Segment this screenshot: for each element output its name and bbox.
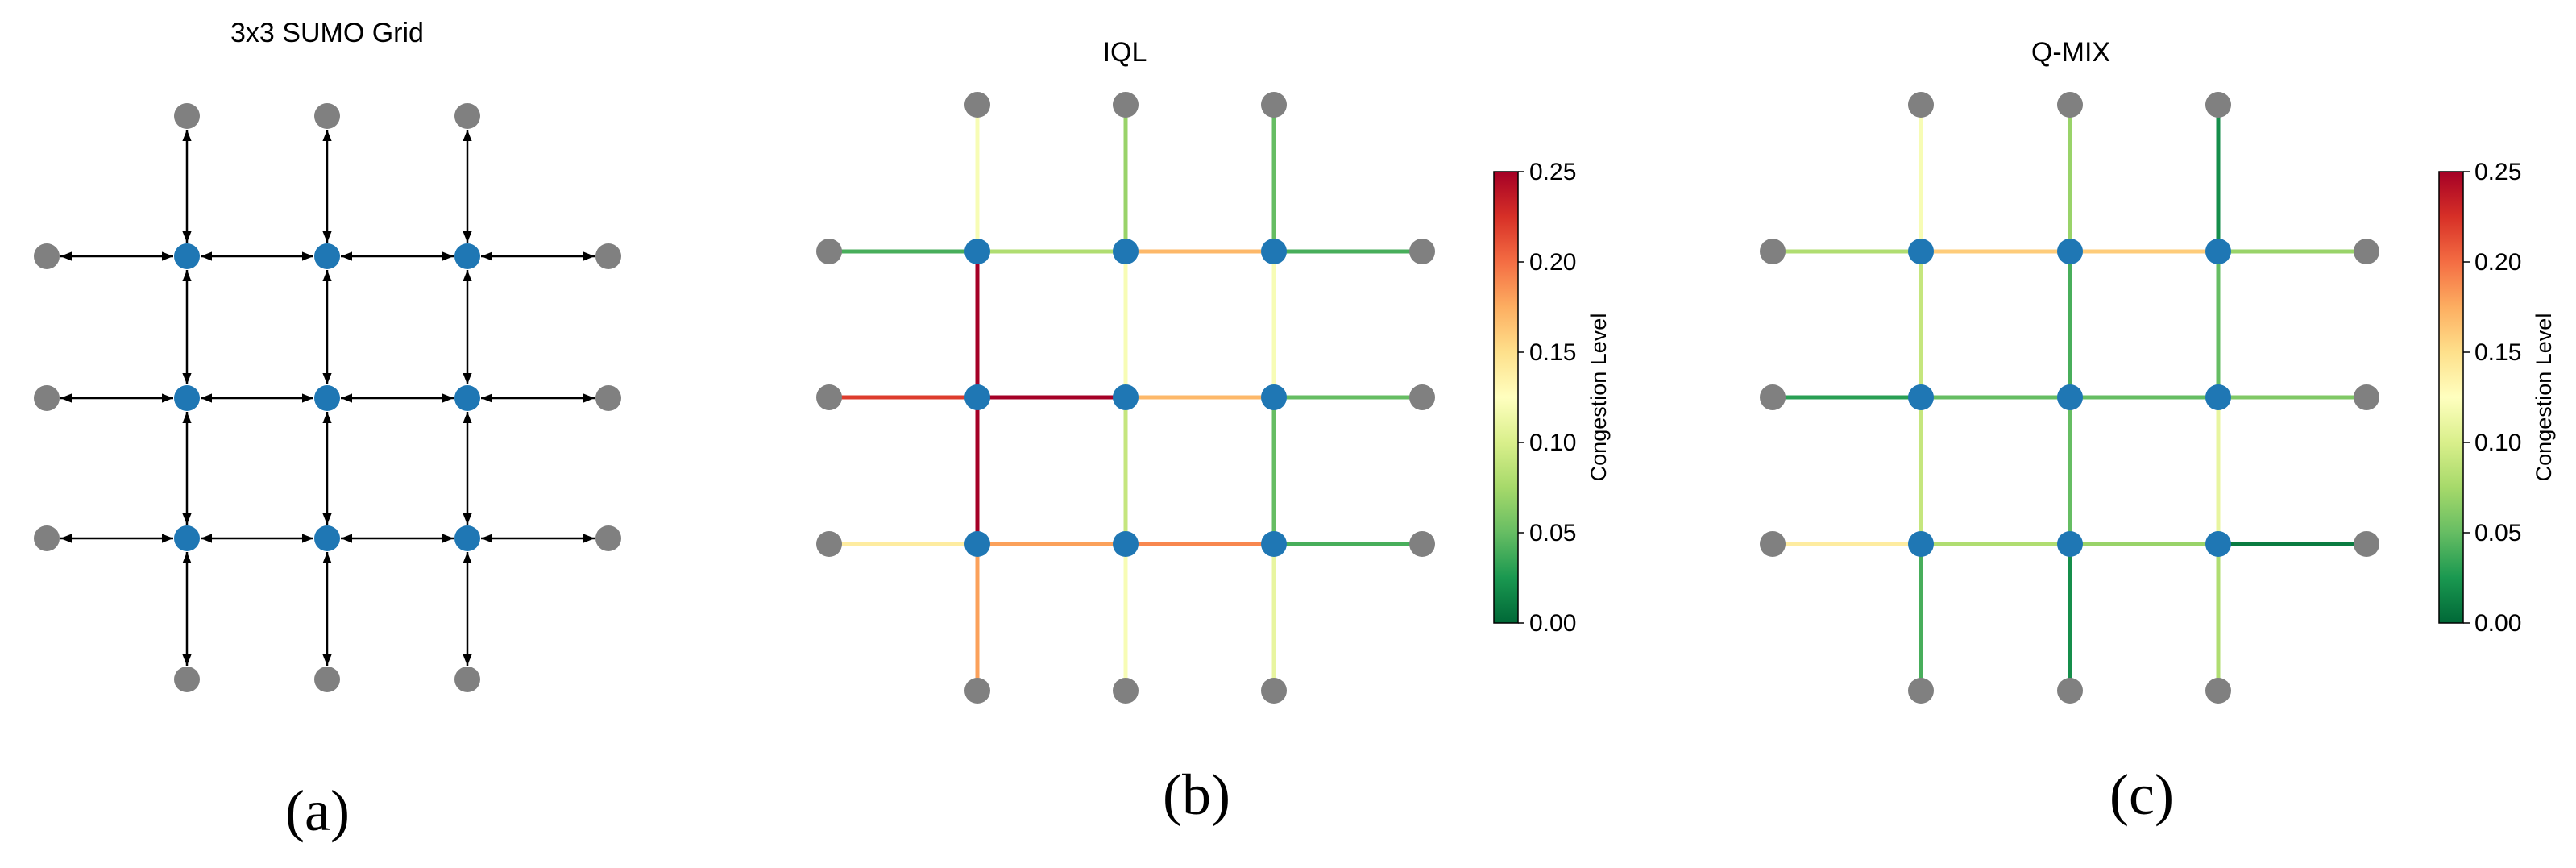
- panel-b-boundary-node: [1113, 92, 1139, 118]
- panel-c-intersection-node: [2057, 531, 2083, 557]
- panel-c-title: Q-MIX: [2031, 37, 2110, 68]
- panel-c-intersection-node: [1908, 384, 1934, 410]
- panel-b-intersection-node: [964, 531, 990, 557]
- panel-b-colorbar-tick-label: 0.25: [1529, 159, 1576, 185]
- panel-b-colorbar-tick-label: 0.00: [1529, 610, 1576, 637]
- panel-c-colorbar-tick-label: 0.00: [2474, 610, 2521, 637]
- panel-b-boundary-node: [1409, 239, 1435, 264]
- panel-b-colorbar-label: Congestion Level: [1587, 314, 1611, 482]
- panel-c-boundary-node: [2354, 531, 2379, 557]
- panel-b-colorbar-tick-label: 0.20: [1529, 249, 1576, 276]
- panel-b-intersection-node: [1261, 384, 1287, 410]
- panel-c-boundary-node: [2354, 384, 2379, 410]
- panel-a-boundary-node: [454, 103, 480, 129]
- panel-c-colorbar: 0.00 0.05 0.10 0.15 0.20 0.25: [2438, 159, 2521, 637]
- panel-c-colorbar-tick-label: 0.10: [2474, 430, 2521, 456]
- panel-b-boundary-node: [1113, 678, 1139, 704]
- panel-c-intersection-node: [2205, 239, 2231, 264]
- panel-c-boundary-node: [1908, 92, 1934, 118]
- panel-b-boundary-node: [1261, 92, 1287, 118]
- panel-c-boundary-node: [2354, 239, 2379, 264]
- panel-b-colorbar-tick-label: 0.10: [1529, 430, 1576, 456]
- panel-c-intersection-node: [2205, 531, 2231, 557]
- panel-a-boundary-node: [34, 525, 60, 551]
- panel-b-boundary-node: [816, 239, 842, 264]
- panel-a-intersection-node: [454, 385, 480, 411]
- panel-c-colorbar-tick-label: 0.25: [2474, 159, 2521, 185]
- panel-a-intersection-node: [174, 525, 200, 551]
- panel-b-intersection-node: [1113, 531, 1139, 557]
- panel-b-intersection-node: [1113, 384, 1139, 410]
- panel-a-boundary-node: [34, 385, 60, 411]
- panel-a-title: 3x3 SUMO Grid: [230, 18, 424, 48]
- panel-a-intersection-node: [314, 525, 340, 551]
- panel-b-edges: [829, 105, 1422, 691]
- panel-b-colorbar-ramp: [1493, 171, 1519, 624]
- panel-c-boundary-node: [2205, 92, 2231, 118]
- panel-b-boundary-node: [964, 678, 990, 704]
- panel-c-intersection-node: [2057, 384, 2083, 410]
- panel-b-intersection-node: [1113, 239, 1139, 264]
- panel-a-boundary-node: [595, 385, 621, 411]
- panel-c-boundary-node: [2057, 678, 2083, 704]
- panel-b: IQL 0.00 0.05 0.10 0.15 0.20 0.25 Congestion …: [816, 37, 1611, 827]
- panel-a-nodes: [34, 103, 621, 692]
- panel-a-intersection-node: [174, 243, 200, 269]
- panel-c-nodes: [1760, 92, 2379, 704]
- panel-a-boundary-node: [454, 667, 480, 692]
- panel-c-boundary-node: [2057, 92, 2083, 118]
- panel-a-intersection-node: [174, 385, 200, 411]
- panel-c-boundary-node: [1760, 384, 1786, 410]
- panel-b-colorbar: 0.00 0.05 0.10 0.15 0.20 0.25: [1493, 159, 1576, 637]
- panel-c-colorbar-label: Congestion Level: [2532, 314, 2556, 482]
- panel-c-caption: (c): [2109, 762, 2174, 827]
- panel-b-intersection-node: [964, 239, 990, 264]
- panel-b-title: IQL: [1103, 37, 1147, 68]
- panel-c-boundary-node: [1908, 678, 1934, 704]
- panel-b-colorbar-tick-label: 0.15: [1529, 339, 1576, 366]
- panel-b-caption: (b): [1163, 762, 1230, 827]
- panel-c-intersection-node: [2057, 239, 2083, 264]
- panel-c-intersection-node: [1908, 239, 1934, 264]
- panel-b-colorbar-tick-label: 0.05: [1529, 520, 1576, 546]
- panel-c-colorbar-tick-label: 0.15: [2474, 339, 2521, 366]
- panel-c-colorbar-ramp: [2438, 171, 2464, 624]
- panel-a-boundary-node: [314, 103, 340, 129]
- panel-b-intersection-node: [1261, 239, 1287, 264]
- panel-b-intersection-node: [1261, 531, 1287, 557]
- panel-b-boundary-node: [816, 531, 842, 557]
- panel-a-boundary-node: [314, 667, 340, 692]
- panel-b-intersection-node: [964, 384, 990, 410]
- panel-c-colorbar-tick-label: 0.05: [2474, 520, 2521, 546]
- panel-b-boundary-node: [1261, 678, 1287, 704]
- panel-c: Q-MIX 0.00 0.05 0.10 0.15 0.20 0.25 Congestio…: [1760, 37, 2556, 827]
- panel-a-intersection-node: [314, 243, 340, 269]
- panel-c-boundary-node: [2205, 678, 2231, 704]
- panel-c-intersection-node: [2205, 384, 2231, 410]
- panel-a-intersection-node: [454, 525, 480, 551]
- panel-a-boundary-node: [174, 103, 200, 129]
- panel-a-intersection-node: [454, 243, 480, 269]
- panel-c-boundary-node: [1760, 239, 1786, 264]
- panel-a-boundary-node: [34, 243, 60, 269]
- panel-b-boundary-node: [964, 92, 990, 118]
- panel-a: 3x3 SUMO Grid (a): [34, 18, 621, 843]
- panel-c-colorbar-tick-label: 0.20: [2474, 249, 2521, 276]
- panel-a-boundary-node: [595, 525, 621, 551]
- panel-c-boundary-node: [1760, 531, 1786, 557]
- panel-a-edges: [60, 130, 595, 666]
- panel-a-boundary-node: [595, 243, 621, 269]
- panel-b-boundary-node: [1409, 531, 1435, 557]
- panel-c-intersection-node: [1908, 531, 1934, 557]
- panel-b-nodes: [816, 92, 1435, 704]
- panel-a-intersection-node: [314, 385, 340, 411]
- panel-b-boundary-node: [816, 384, 842, 410]
- panel-a-boundary-node: [174, 667, 200, 692]
- panel-a-caption: (a): [285, 779, 350, 843]
- panel-c-edges: [1773, 105, 2367, 691]
- panel-b-boundary-node: [1409, 384, 1435, 410]
